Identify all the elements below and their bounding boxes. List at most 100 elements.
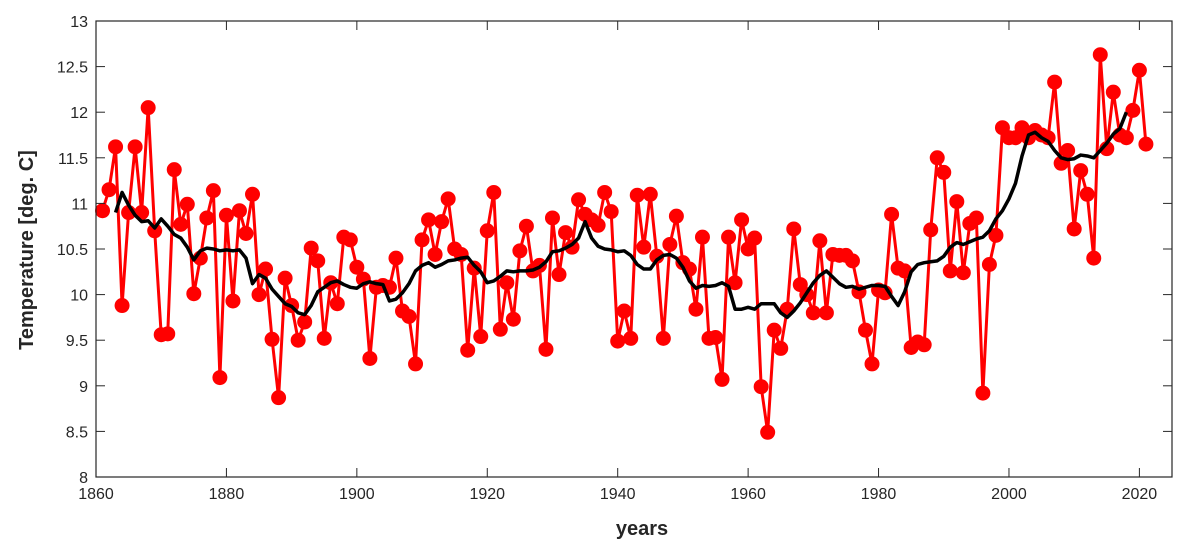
annual-data-point bbox=[844, 253, 860, 269]
annual-data-point bbox=[818, 305, 834, 321]
plot-area bbox=[95, 47, 1154, 440]
annual-data-point bbox=[303, 240, 319, 256]
axes: 1860 1880 1900 1920 1940 1960 1980 2000 2020 8 8.5… bbox=[57, 14, 1173, 503]
annual-data-point bbox=[434, 214, 450, 230]
x-tick-label: 1940 bbox=[600, 486, 636, 503]
annual-data-point bbox=[629, 187, 645, 203]
y-tick-label: 10.5 bbox=[57, 242, 88, 259]
x-tick-label: 2000 bbox=[991, 486, 1027, 503]
annual-data-point bbox=[538, 341, 554, 357]
annual-data-point bbox=[499, 275, 515, 291]
moving-average-line bbox=[113, 111, 1128, 320]
y-tick-label: 11.5 bbox=[58, 151, 88, 168]
annual-data-point bbox=[108, 139, 124, 155]
annual-data-point bbox=[179, 196, 195, 212]
annual-data-point bbox=[408, 356, 424, 372]
y-tick-label: 10 bbox=[70, 288, 88, 305]
annual-data-point bbox=[1073, 163, 1089, 179]
annual-data-point bbox=[512, 243, 528, 259]
y-tick-label: 8 bbox=[79, 470, 88, 487]
x-tick-label: 1980 bbox=[861, 486, 897, 503]
y-tick-label: 12 bbox=[70, 105, 88, 122]
annual-data-point bbox=[610, 333, 626, 349]
annual-data-point bbox=[310, 253, 326, 269]
annual-data-point bbox=[114, 298, 130, 314]
annual-data-point bbox=[636, 239, 652, 255]
annual-data-point bbox=[597, 184, 613, 200]
annual-data-point bbox=[942, 263, 958, 279]
annual-data-point bbox=[955, 265, 971, 281]
annual-data-point bbox=[466, 260, 482, 276]
annual-data-point bbox=[949, 194, 965, 210]
annual-data-point bbox=[127, 139, 143, 155]
y-tick-label: 9 bbox=[79, 379, 88, 396]
annual-data-point bbox=[721, 229, 737, 245]
annual-data-point bbox=[760, 424, 776, 440]
annual-data-point bbox=[316, 330, 332, 346]
y-tick-label: 9.5 bbox=[66, 333, 88, 350]
annual-data-point bbox=[747, 230, 763, 246]
annual-data-point bbox=[740, 241, 756, 257]
annual-data-point bbox=[140, 100, 156, 116]
annual-data-point bbox=[238, 226, 254, 241]
annual-data-point bbox=[858, 322, 873, 338]
x-tick-label: 1900 bbox=[339, 486, 375, 503]
annual-data-point bbox=[571, 192, 587, 208]
annual-data-point bbox=[225, 293, 241, 309]
annual-data-point bbox=[753, 379, 769, 395]
annual-data-point bbox=[544, 210, 560, 226]
annual-data-point bbox=[1079, 186, 1095, 202]
annual-data-point bbox=[616, 303, 632, 319]
annual-data-point bbox=[1066, 221, 1082, 237]
annual-data-point bbox=[708, 329, 724, 345]
annual-data-point bbox=[655, 330, 671, 346]
annual-data-point bbox=[440, 191, 456, 207]
annual-data-point bbox=[218, 207, 234, 223]
annual-data-point bbox=[981, 257, 997, 272]
annual-data-point bbox=[421, 212, 437, 228]
annual-data-point bbox=[1105, 84, 1121, 100]
annual-data-point bbox=[486, 184, 502, 200]
y-tick-label: 11 bbox=[71, 196, 88, 213]
annual-data-point bbox=[479, 223, 495, 239]
x-tick-label: 2020 bbox=[1122, 486, 1158, 503]
annual-data-point bbox=[186, 286, 202, 302]
annual-data-point bbox=[1086, 250, 1102, 266]
annual-data-point bbox=[277, 270, 293, 286]
annual-data-point bbox=[662, 236, 678, 252]
x-tick-label: 1880 bbox=[209, 486, 245, 503]
annual-data-point bbox=[205, 183, 221, 199]
y-tick-label: 12.5 bbox=[57, 60, 88, 77]
annual-data-point bbox=[694, 229, 710, 245]
annual-data-point bbox=[590, 217, 606, 233]
annual-data-point bbox=[264, 331, 280, 347]
annual-data-point bbox=[231, 203, 247, 219]
annual-data-point bbox=[923, 222, 939, 238]
annual-data-point bbox=[603, 204, 619, 220]
annual-data-point bbox=[245, 186, 261, 202]
annual-data-point bbox=[1060, 143, 1076, 158]
annual-data-point bbox=[1092, 47, 1108, 63]
annual-data-point bbox=[147, 223, 163, 239]
annual-data-point bbox=[642, 186, 658, 202]
annual-data-point bbox=[551, 267, 567, 283]
annual-data-point bbox=[95, 203, 111, 219]
annual-data-point bbox=[329, 296, 345, 312]
annual-data-point bbox=[766, 322, 782, 338]
annual-data-point bbox=[936, 164, 952, 180]
annual-data-point bbox=[297, 314, 313, 330]
annual-data-point bbox=[714, 371, 730, 387]
annual-data-point bbox=[688, 301, 704, 317]
annual-data-point bbox=[734, 212, 750, 228]
x-tick-label: 1860 bbox=[78, 486, 114, 503]
annual-data-point bbox=[258, 261, 274, 277]
x-tick-label: 1960 bbox=[730, 486, 766, 503]
annual-data-point bbox=[668, 208, 684, 224]
annual-data-point bbox=[160, 326, 176, 342]
annual-data-point bbox=[212, 370, 228, 386]
annual-data-point bbox=[492, 321, 508, 337]
annual-data-point bbox=[1125, 102, 1141, 118]
annual-data-point bbox=[362, 350, 378, 366]
annual-data-point bbox=[101, 182, 117, 198]
annual-data-point bbox=[929, 150, 945, 166]
